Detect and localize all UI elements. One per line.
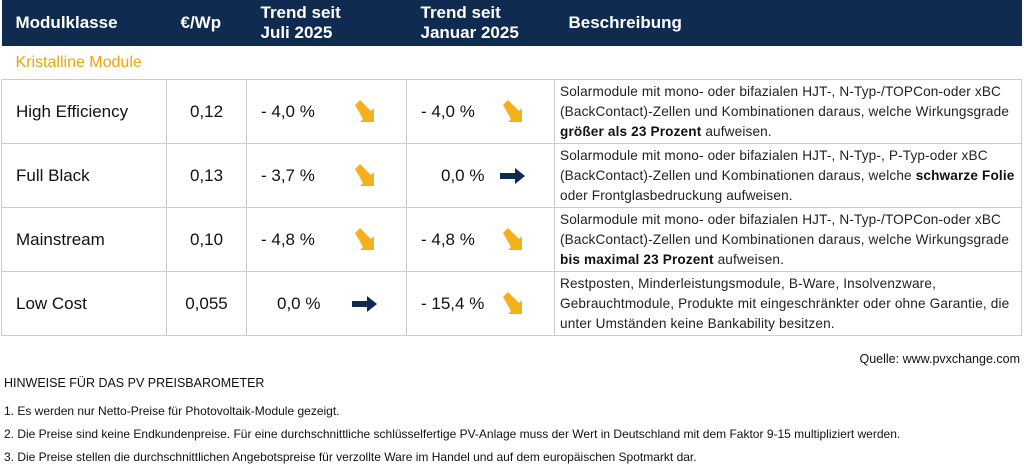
bold-text: schwarze Folie — [915, 167, 1015, 183]
price: 0,12 — [166, 79, 247, 144]
trend: - 4,0 % — [421, 101, 475, 121]
trend: - 4,0 % — [261, 101, 315, 121]
trend: 0,0 % — [441, 165, 485, 185]
text: Solarmodule mit mono- oder bifazialen HJ… — [560, 211, 1010, 247]
header-cell: €/Wp — [166, 0, 247, 46]
trend-cell: - 15,4 % — [406, 271, 555, 336]
trend: - 4,8 % — [261, 229, 315, 249]
price: 0,13 — [166, 143, 247, 208]
row: High Efficiency 0,12 - 4,0 % - 4,0 % Sol… — [1, 79, 1022, 144]
trend-cell: 0,0 % — [406, 143, 555, 208]
header-row: Modulklasse €/Wp Trend seit Juli 2025 Tr… — [1, 0, 1022, 46]
arrow-down — [503, 227, 522, 250]
row: Mainstream 0,10 - 4,8 % - 4,8 % Solarmod… — [1, 207, 1022, 272]
description: Solarmodule mit mono- oder bifazialen HJ… — [554, 143, 1022, 208]
text: Solarmodule mit mono- oder bifazialen HJ… — [560, 147, 988, 183]
header-cell: Beschreibung — [554, 0, 1022, 46]
text: Solarmodule mit mono- oder bifazialen HJ… — [560, 83, 1010, 119]
notes-title: HINWEISE FÜR DAS PV PREISBAROMETER — [4, 376, 265, 390]
arrow-down — [503, 99, 522, 122]
trend-cell: - 4,8 % — [246, 207, 407, 272]
trend: - 4,8 % — [421, 229, 475, 249]
trend-cell: - 4,0 % — [406, 79, 555, 144]
module-class: Low Cost — [1, 271, 167, 336]
note: 2. Die Preise sind keine Endkundenpreise… — [4, 427, 901, 441]
module-class: High Efficiency — [1, 79, 167, 144]
header-cell: Trend seit Juli 2025 — [246, 0, 407, 46]
trend: - 15,4 % — [421, 293, 485, 313]
header-text: Trend seit Juli 2025 — [260, 3, 341, 42]
bold-text: bis maximal 23 Prozent — [560, 251, 714, 267]
note: 1. Es werden nur Netto-Preise für Photov… — [4, 404, 340, 418]
arrow-down — [355, 99, 374, 122]
description: Solarmodule mit mono- oder bifazialen HJ… — [554, 79, 1022, 144]
arrow-down — [355, 163, 374, 186]
arrow-right — [500, 167, 525, 184]
section-row: Kristalline Module — [1, 46, 1022, 80]
header-text: Trend seit Januar 2025 — [420, 3, 519, 42]
trend-cell: - 4,0 % — [246, 79, 407, 144]
source: Quelle: www.pvxchange.com — [859, 352, 1021, 366]
description: Solarmodule mit mono- oder bifazialen HJ… — [554, 207, 1022, 272]
row: Full Black 0,13 - 3,7 % 0,0 % Solarmodul… — [1, 143, 1022, 208]
text: aufweisen. — [701, 123, 772, 139]
trend-cell: 0,0 % — [246, 271, 407, 336]
arrow-down — [503, 291, 522, 314]
trend-cell: - 4,8 % — [406, 207, 555, 272]
text: Restposten, Minderleistungsmodule, B-War… — [560, 275, 1010, 331]
arrow-right — [352, 295, 377, 312]
trend: 0,0 % — [277, 293, 321, 313]
trend: - 3,7 % — [261, 165, 315, 185]
note: 3. Die Preise stellen die durchschnittli… — [4, 450, 697, 464]
description: Restposten, Minderleistungsmodule, B-War… — [554, 271, 1022, 336]
arrow-down — [355, 227, 374, 250]
bold-text: größer als 23 Prozent — [560, 123, 702, 139]
price-table: Modulklasse €/Wp Trend seit Juli 2025 Tr… — [1, 0, 1022, 336]
text: oder Frontglasbedruckung aufweisen. — [560, 187, 793, 203]
row: Low Cost 0,055 0,0 % - 15,4 % Restposten… — [1, 271, 1022, 336]
text: aufweisen. — [713, 251, 785, 267]
module-class: Mainstream — [1, 207, 167, 272]
section-title: Kristalline Module — [1, 46, 1022, 80]
header-cell: Modulklasse — [1, 0, 167, 46]
module-class: Full Black — [1, 143, 167, 208]
trend-cell: - 3,7 % — [246, 143, 407, 208]
price: 0,10 — [166, 207, 247, 272]
header-cell: Trend seit Januar 2025 — [406, 0, 555, 46]
price: 0,055 — [166, 271, 247, 336]
